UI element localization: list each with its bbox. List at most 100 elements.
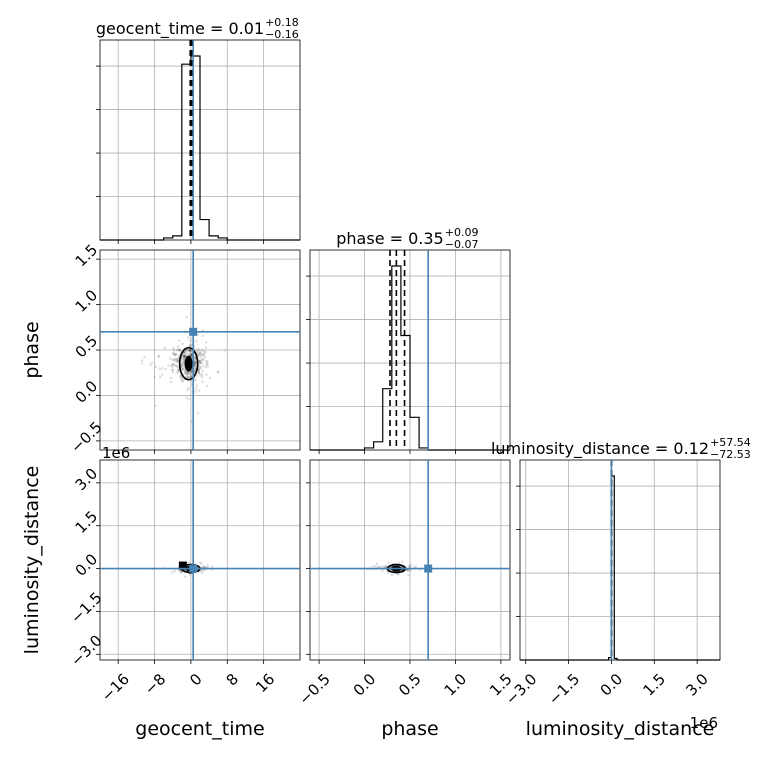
scatter-point bbox=[186, 371, 190, 374]
scatter-point bbox=[182, 354, 185, 357]
truth-marker bbox=[424, 564, 433, 573]
scatter-point bbox=[198, 364, 201, 368]
scatter-point bbox=[198, 359, 201, 363]
scatter-point bbox=[371, 565, 374, 568]
scatter-point bbox=[195, 339, 198, 343]
scatter-point bbox=[195, 387, 198, 390]
scatter-point bbox=[161, 366, 164, 370]
scatter-point bbox=[181, 364, 185, 367]
title-text: phase = 0.35 bbox=[336, 229, 443, 248]
title-plus: +0.09 bbox=[445, 226, 479, 239]
grid bbox=[310, 460, 510, 660]
scatter-point bbox=[186, 352, 189, 355]
scatter-point bbox=[183, 351, 186, 355]
grid bbox=[310, 250, 510, 450]
scatter-point bbox=[182, 357, 186, 361]
x-tick-label: 0 bbox=[186, 670, 205, 689]
scatter-point bbox=[414, 565, 417, 568]
scatter-point bbox=[164, 367, 168, 371]
scatter-point bbox=[182, 367, 185, 371]
scatter-point bbox=[189, 353, 193, 357]
scatter-point bbox=[201, 369, 205, 373]
scatter-point bbox=[199, 361, 203, 365]
scatter-point bbox=[200, 569, 204, 573]
scatter-point bbox=[197, 353, 201, 356]
scatter-point bbox=[384, 565, 387, 569]
scatter-point bbox=[193, 369, 197, 373]
scatter-point bbox=[182, 357, 186, 361]
scatter-point bbox=[183, 370, 187, 374]
scatter-point bbox=[171, 368, 174, 372]
scatter-point bbox=[172, 353, 176, 356]
scatter-point bbox=[180, 364, 183, 367]
scatter-point bbox=[204, 360, 208, 363]
x-tick-label: 0.0 bbox=[350, 670, 380, 700]
title-minus: −0.16 bbox=[265, 28, 299, 41]
x-tick-label: 0.0 bbox=[597, 670, 627, 700]
scatter-point bbox=[175, 371, 179, 375]
scatter-point bbox=[185, 348, 189, 352]
panel-phase-luminosity_distance bbox=[309, 459, 511, 661]
scatter-point bbox=[194, 356, 197, 360]
scatter-point bbox=[407, 564, 411, 568]
scatter-point bbox=[140, 362, 144, 365]
y-tick-label: 1.0 bbox=[72, 286, 102, 316]
scatter-point bbox=[188, 344, 192, 347]
axes-frame bbox=[99, 39, 301, 241]
scatter-point bbox=[201, 334, 205, 337]
scatter-point bbox=[178, 349, 181, 352]
scatter-point bbox=[410, 563, 413, 567]
xlabel-geocent_time: geocent_time bbox=[135, 718, 264, 740]
scatter-point bbox=[169, 380, 173, 384]
scatter-point bbox=[183, 358, 186, 361]
panel-geocent_time-luminosity_distance bbox=[99, 459, 301, 661]
scatter-point bbox=[171, 370, 175, 374]
scatter-point bbox=[193, 363, 197, 367]
scatter-point bbox=[171, 351, 175, 355]
x-tick-label: 1.0 bbox=[441, 670, 471, 700]
scatter-point bbox=[203, 352, 206, 356]
axes-frame bbox=[99, 459, 301, 661]
scatter-point bbox=[406, 574, 410, 577]
scatter-point bbox=[188, 350, 192, 353]
scatter-point bbox=[174, 357, 177, 361]
scatter-point bbox=[173, 353, 177, 357]
y-tick-label: 1.5 bbox=[72, 241, 102, 271]
scatter-point bbox=[179, 374, 182, 378]
panels-layer: −0.50.00.51.01.5−16 −8 0 8 16−3.0−1.50.01.53… bbox=[21, 16, 751, 740]
scatter-point bbox=[183, 369, 187, 372]
scatter-point bbox=[189, 375, 193, 378]
scatter-point bbox=[189, 349, 193, 352]
scatter-point bbox=[397, 561, 401, 565]
scatter-point bbox=[174, 359, 177, 363]
x-tick-label: −16 bbox=[98, 670, 133, 705]
scatter-point bbox=[373, 565, 377, 568]
scatter-point bbox=[183, 371, 186, 375]
scatter-point bbox=[199, 353, 203, 357]
scatter-point bbox=[204, 340, 208, 344]
title-minus: −72.53 bbox=[710, 448, 751, 461]
scatter-point bbox=[170, 571, 174, 574]
title-geocent_time: geocent_time = 0.01 +0.18−0.16 bbox=[96, 16, 299, 41]
scatter-point bbox=[177, 369, 180, 372]
scatter-point bbox=[188, 349, 192, 353]
scatter-point bbox=[206, 365, 210, 368]
scatter-point bbox=[175, 348, 179, 352]
x-tick-label: 8 bbox=[223, 670, 242, 689]
scatter-point bbox=[182, 354, 186, 358]
title-text: geocent_time = 0.01 bbox=[96, 19, 264, 39]
density-core bbox=[184, 355, 193, 372]
scatter-point bbox=[179, 569, 183, 573]
scatter-point bbox=[168, 357, 172, 360]
y-tick-label: 1.5 bbox=[72, 507, 102, 537]
scatter-point bbox=[184, 371, 188, 374]
scatter-point bbox=[187, 336, 190, 339]
scatter-point bbox=[197, 371, 200, 375]
scatter-point bbox=[187, 372, 190, 376]
scatter-point bbox=[190, 375, 193, 378]
scatter-point bbox=[172, 362, 175, 366]
scatter-point bbox=[181, 354, 185, 358]
scatter-point bbox=[187, 398, 191, 401]
scatter-point bbox=[387, 561, 390, 564]
